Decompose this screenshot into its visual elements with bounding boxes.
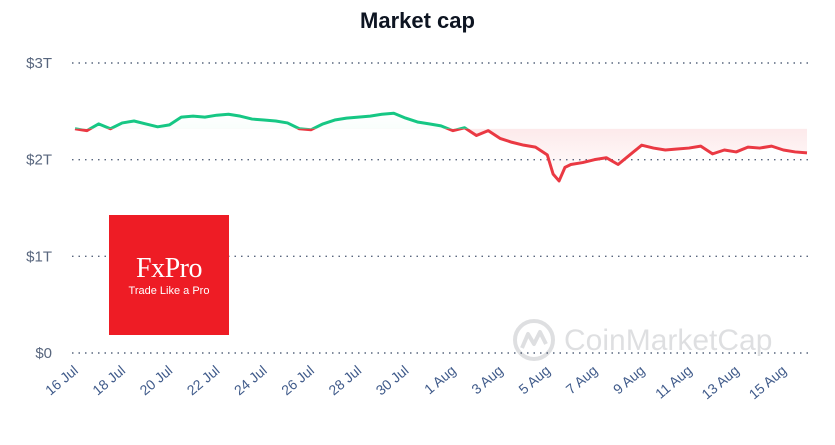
- series-line-below[interactable]: [74, 113, 808, 183]
- fxpro-tagline: Trade Like a Pro: [128, 285, 210, 297]
- x-tick-label: 20 Jul: [136, 362, 175, 398]
- area-fill: [75, 113, 807, 181]
- x-tick-label: 16 Jul: [42, 362, 81, 398]
- x-axis: 16 Jul 18 Jul 20 Jul 22 Jul 24 Jul 26 Jul 28 J…: [42, 362, 789, 402]
- x-tick-label: 30 Jul: [373, 362, 412, 398]
- x-tick-label: 3 Aug: [468, 362, 506, 397]
- y-tick-label: $2T: [26, 152, 52, 169]
- x-tick-label: 5 Aug: [515, 362, 553, 397]
- x-tick-label: 24 Jul: [231, 362, 270, 398]
- x-tick-label: 15 Aug: [746, 362, 790, 402]
- x-tick-label: 18 Jul: [89, 362, 128, 398]
- y-tick-label: $0: [35, 345, 52, 362]
- series-line-above[interactable]: [74, 111, 807, 181]
- x-tick-label: 28 Jul: [325, 362, 364, 398]
- watermark-text: CoinMarketCap: [564, 324, 773, 357]
- x-tick-label: 1 Aug: [421, 362, 459, 397]
- chart-title: Market cap: [360, 8, 475, 33]
- area-above-baseline: [75, 113, 807, 129]
- area-below-baseline: [75, 128, 807, 181]
- fxpro-logo: FxPro: [136, 253, 202, 284]
- series-line[interactable]: [74, 111, 808, 183]
- x-tick-label: 22 Jul: [184, 362, 223, 398]
- y-axis: $0 $1T $2T $3T: [26, 55, 52, 362]
- x-tick-label: 11 Aug: [652, 362, 695, 402]
- y-tick-label: $3T: [26, 55, 52, 72]
- coinmarketcap-watermark: CoinMarketCap: [512, 318, 812, 362]
- x-tick-label: 13 Aug: [698, 362, 742, 402]
- x-tick-label: 9 Aug: [610, 362, 648, 397]
- coinmarketcap-logo-icon: [513, 319, 555, 361]
- x-tick-label: 26 Jul: [278, 362, 317, 398]
- x-tick-label: 7 Aug: [563, 362, 601, 397]
- fxpro-ad[interactable]: FxPro Trade Like a Pro: [109, 215, 229, 335]
- y-tick-label: $1T: [26, 248, 52, 265]
